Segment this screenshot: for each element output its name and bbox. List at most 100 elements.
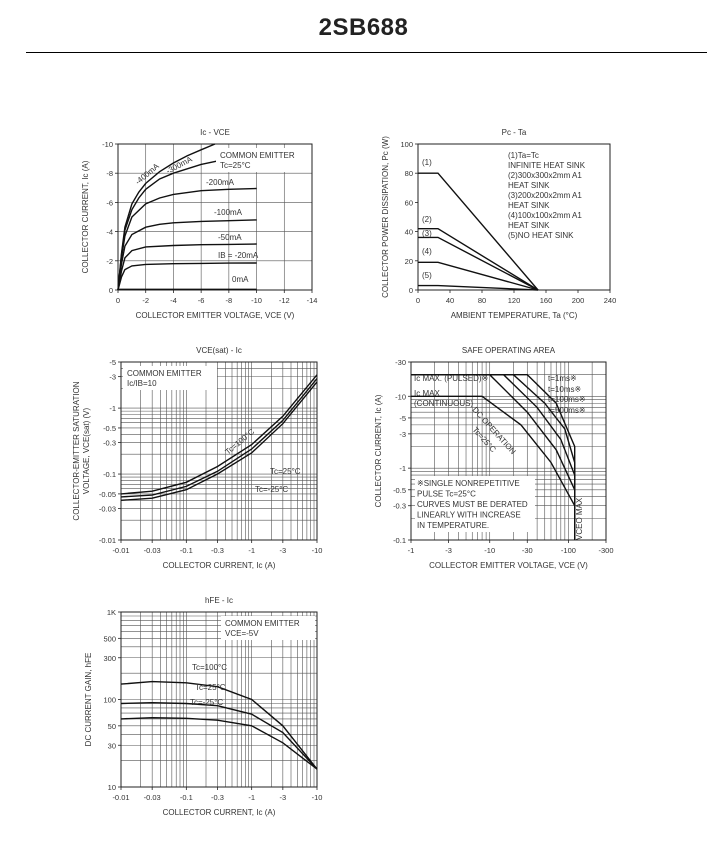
y-tick-label: -0.05	[99, 490, 116, 499]
note-text: LINEARLY WITH INCREASE	[417, 511, 521, 520]
chart-vcesat_ic: -0.01 -0.03 -0.1 -0.3 -1 -3 -10 -5 -3 -1 -0.5 -0.3 -…	[72, 346, 322, 570]
y-tick-label: 100	[400, 140, 413, 149]
x-axis-label: COLLECTOR EMITTER VOLTAGE, VCE (V)	[429, 561, 588, 570]
legend-text: (5)NO HEAT SINK	[508, 231, 574, 240]
chart-hfe_ic: -0.01 -0.03 -0.1 -0.3 -1 -3 -10 1K 500 300 100 50 30…	[84, 596, 322, 817]
y-tick-label: 0	[409, 286, 413, 295]
curve-label: Tc=100°C	[192, 663, 227, 672]
y-tick-label: 100	[103, 696, 116, 705]
y-tick-label: -1	[399, 464, 406, 473]
curve-label: Tc=-25°C	[190, 698, 223, 707]
x-tick-label: 160	[540, 296, 553, 305]
series-line	[418, 172, 539, 291]
y-tick-label: 20	[405, 257, 413, 266]
x-tick-label: 0	[116, 296, 120, 305]
y-tick-label: 50	[108, 722, 116, 731]
y-tick-label: 80	[405, 169, 413, 178]
curve-label: -300mA	[165, 154, 195, 175]
series-line	[120, 381, 318, 501]
x-tick-label: -300	[598, 546, 613, 555]
x-tick-label: 240	[604, 296, 617, 305]
x-tick-label: -1	[248, 793, 255, 802]
y-tick-label: -1	[109, 404, 116, 413]
page-title: 2SB688	[318, 14, 409, 41]
legend-text: HEAT SINK	[508, 221, 550, 230]
x-axis-label: COLLECTOR CURRENT, Ic (A)	[163, 561, 276, 570]
series-line	[411, 374, 576, 540]
legend-box	[504, 148, 604, 242]
x-tick-label: -10	[251, 296, 262, 305]
y-tick-label: -3	[399, 430, 406, 439]
x-tick-label: -3	[280, 546, 287, 555]
curve-label: Tc=25°C	[270, 467, 301, 476]
chart-title: Ic - VCE	[200, 128, 230, 137]
series-line	[120, 374, 318, 495]
curve-label: t=1ms※	[548, 374, 577, 383]
curve-label: (2)	[422, 215, 432, 224]
note-text: CURVES MUST BE DERATED	[417, 500, 528, 509]
x-tick-label: -2	[142, 296, 149, 305]
y-tick-label: -0.5	[103, 424, 116, 433]
x-tick-label: -0.3	[211, 793, 224, 802]
x-tick-label: -6	[198, 296, 205, 305]
y-tick-label: 300	[103, 654, 116, 663]
y-axis-label: VOLTAGE, VCE(sat) (V)	[82, 407, 91, 494]
y-axis-label: COLLECTOR POWER DISSIPATION, Pc (W)	[381, 136, 390, 298]
y-axis-label: COLLECTOR CURRENT, Ic (A)	[374, 394, 383, 507]
y-tick-label: -0.03	[99, 505, 116, 514]
x-tick-label: -10	[312, 546, 323, 555]
y-tick-label: -30	[395, 358, 406, 367]
x-tick-label: 200	[572, 296, 585, 305]
curve-label: Tc=-25°C	[255, 485, 288, 494]
legend-text: HEAT SINK	[508, 181, 550, 190]
legend-text: COMMON EMITTER	[220, 151, 295, 160]
chart-title: Pc - Ta	[502, 128, 527, 137]
y-tick-label: -10	[395, 392, 406, 401]
y-tick-label: 0	[109, 286, 113, 295]
y-tick-label: -0.1	[103, 470, 116, 479]
y-tick-label: -5	[399, 414, 406, 423]
legend-text: INFINITE HEAT SINK	[508, 161, 586, 170]
x-tick-label: 80	[478, 296, 486, 305]
y-tick-label: -2	[106, 257, 113, 266]
series-line	[117, 187, 257, 291]
curve-label: (CONTINUOUS)	[414, 399, 473, 408]
series-line	[120, 701, 318, 770]
x-tick-label: -12	[279, 296, 290, 305]
series-line	[120, 680, 318, 770]
title-rule	[26, 52, 707, 53]
legend-box	[216, 148, 310, 172]
legend-text: (3)200x200x2mm A1	[508, 191, 582, 200]
x-tick-label: -0.1	[180, 546, 193, 555]
series-line	[418, 284, 539, 291]
curve-label: t=500ms※	[548, 406, 586, 415]
legend-box	[221, 616, 315, 640]
x-axis-label: AMBIENT TEMPERATURE, Ta (°C)	[451, 311, 578, 320]
x-tick-label: -30	[522, 546, 533, 555]
y-tick-label: 40	[405, 228, 413, 237]
curve-label: 0mA	[232, 275, 249, 284]
legend-text: COMMON EMITTER	[127, 369, 202, 378]
y-tick-label: -0.5	[393, 486, 406, 495]
x-tick-label: -0.01	[112, 793, 129, 802]
y-tick-label: 30	[108, 741, 116, 750]
legend-text: (2)300x300x2mm A1	[508, 171, 582, 180]
legend-text: HEAT SINK	[508, 201, 550, 210]
x-tick-label: -1	[248, 546, 255, 555]
curve-label: t=100ms※	[548, 395, 586, 404]
y-tick-label: 500	[103, 634, 116, 643]
note-text: PULSE Tc=25°C	[417, 490, 476, 499]
series-line	[117, 219, 257, 291]
series-line	[418, 236, 539, 291]
curve-label: (5)	[422, 271, 432, 280]
chart-title: VCE(sat) - Ic	[196, 346, 242, 355]
y-tick-label: -0.1	[393, 536, 406, 545]
legend-text: (1)Ta=Tc	[508, 151, 539, 160]
note-text: ※SINGLE NONREPETITIVE	[417, 479, 520, 488]
plot-frame	[120, 361, 318, 541]
x-tick-label: -100	[561, 546, 576, 555]
x-tick-label: -3	[280, 793, 287, 802]
series-line	[117, 153, 257, 291]
x-tick-label: 120	[508, 296, 521, 305]
y-tick-label: -3	[109, 373, 116, 382]
